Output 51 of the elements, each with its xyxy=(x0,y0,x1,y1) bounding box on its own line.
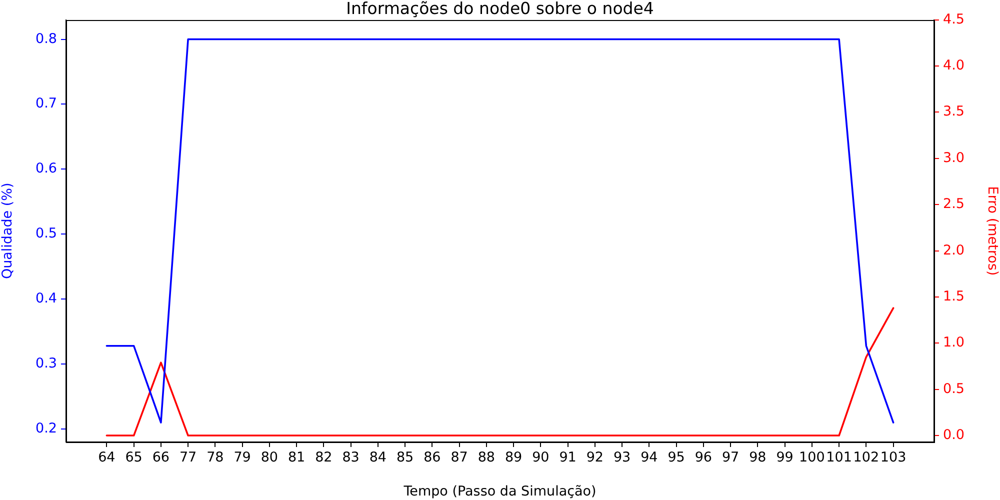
x-tick-label: 97 xyxy=(722,450,740,466)
x-tick-label: 96 xyxy=(694,450,712,466)
x-tick-label: 80 xyxy=(260,450,278,466)
x-tick-label: 64 xyxy=(98,450,116,466)
y-tick-label: 0.8 xyxy=(36,30,57,47)
y2-tick-label: 2.5 xyxy=(943,196,964,212)
y-tick-label: 0.3 xyxy=(36,356,57,372)
x-tick-label: 65 xyxy=(125,450,142,466)
x-tick-label: 77 xyxy=(179,450,197,466)
y2-tick-label: 0.5 xyxy=(943,380,964,397)
x-axis-title: Tempo (Passo da Simulação) xyxy=(402,483,596,500)
x-tick-label: 82 xyxy=(315,450,332,466)
y2-tick-label: 1.5 xyxy=(943,288,964,304)
x-tick-label: 87 xyxy=(450,450,468,466)
y2-tick-label: 3.0 xyxy=(943,150,964,166)
x-tick-label: 83 xyxy=(342,450,360,466)
chart-title: Informações do node0 sobre o node4 xyxy=(346,0,654,18)
x-tick-label: 103 xyxy=(880,450,906,466)
y-tick-label: 0.2 xyxy=(36,420,57,437)
y-tick-label: 0.5 xyxy=(36,226,57,242)
x-tick-label: 100 xyxy=(799,450,825,466)
x-tick-label: 89 xyxy=(504,450,522,466)
y-tick-label: 0.4 xyxy=(36,290,57,307)
x-tick-label: 94 xyxy=(640,450,658,466)
x-tick-label: 90 xyxy=(532,450,550,466)
x-tick-label: 79 xyxy=(234,450,251,466)
x-tick-label: 86 xyxy=(424,450,441,466)
x-tick-label: 88 xyxy=(478,450,496,466)
x-tick-label: 101 xyxy=(826,450,852,466)
x-tick-label: 91 xyxy=(559,450,576,466)
x-tick-label: 84 xyxy=(369,450,387,466)
x-tick-label: 92 xyxy=(586,450,604,466)
x-tick-label: 93 xyxy=(613,450,631,466)
x-tick-label: 81 xyxy=(288,450,306,466)
x-tick-label: 98 xyxy=(749,450,766,466)
x-tick-label: 78 xyxy=(206,450,224,466)
x-tick-label: 99 xyxy=(776,450,794,466)
y-tick-label: 0.7 xyxy=(36,96,57,112)
x-tick-label: 102 xyxy=(853,450,880,466)
y2-tick-label: 3.5 xyxy=(943,104,964,120)
x-tick-label: 95 xyxy=(668,450,685,466)
y2-tick-label: 2.0 xyxy=(943,242,964,258)
y2-tick-label: 4.5 xyxy=(943,11,964,28)
x-tick-label: 85 xyxy=(396,450,414,466)
y-axis-title: Qualidade (%) xyxy=(0,182,16,280)
y-tick-label: 0.6 xyxy=(36,160,57,177)
y2-tick-label: 0.0 xyxy=(943,427,964,444)
y2-tick-label: 1.0 xyxy=(943,334,964,351)
x-tick-label: 66 xyxy=(152,450,170,466)
y2-tick-label: 4.0 xyxy=(943,57,964,74)
y2-axis-title: Erro (metros) xyxy=(984,186,1000,276)
